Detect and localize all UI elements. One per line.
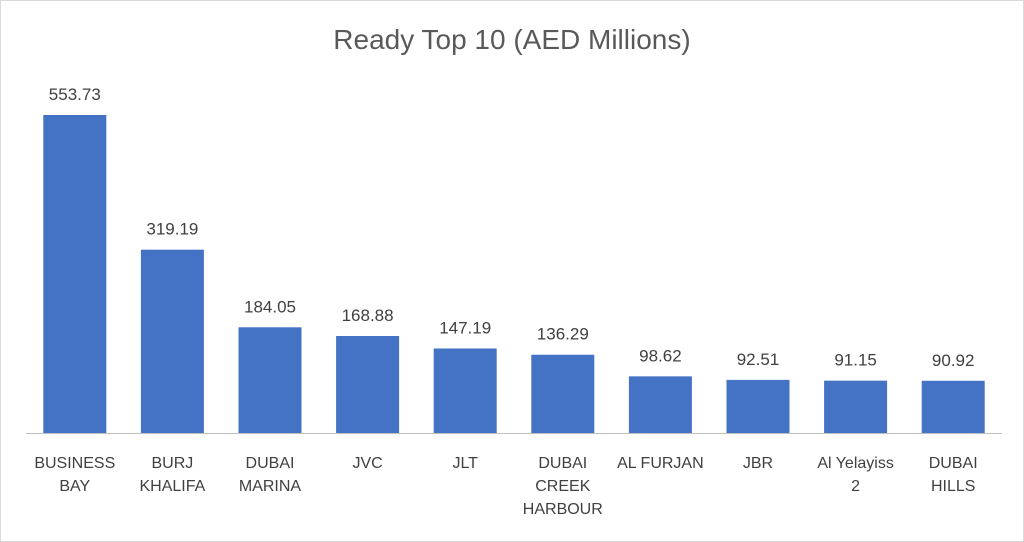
data-label: 553.73 [49,85,101,104]
value-labels-group: 553.73 319.19 184.05 168.88 147.19 136.29 98.6… [49,85,975,370]
category-label: BUSINESS [34,455,115,472]
category-label: JLT [452,455,478,472]
data-label: 98.62 [639,346,682,365]
category-label: JVC [352,455,382,472]
data-label: 91.15 [834,351,877,370]
data-label: 90.92 [932,351,975,370]
category-label: DUBAI [246,455,295,472]
category-label: HILLS [931,478,975,495]
bar [238,327,302,433]
data-label: 184.05 [244,297,296,316]
bar [43,115,107,433]
category-label: DUBAI [538,455,587,472]
bar [726,379,790,433]
category-label: DUBAI [929,455,978,472]
chart-title: Ready Top 10 (AED Millions) [333,24,691,55]
category-label: KHALIFA [139,478,205,495]
bar [628,376,692,433]
data-label: 92.51 [737,350,780,369]
category-label: BAY [59,478,90,495]
category-label: Al Yelayiss [817,455,894,472]
category-label: CREEK [535,478,590,495]
data-label: 136.29 [537,325,589,344]
bar [824,380,888,433]
data-label: 168.88 [342,306,394,325]
bar [531,354,595,433]
category-label: AL FURJAN [617,455,704,472]
category-label: BURJ [152,455,194,472]
bar [921,380,985,433]
bar [336,336,400,433]
data-label: 319.19 [146,220,198,239]
category-label: HARBOUR [523,501,603,518]
category-labels-group: BUSINESS BAY BURJ KHALIFA DUBAI MARINA JVC JLT D… [34,455,977,518]
category-label: MARINA [239,478,302,495]
bar [433,348,497,433]
category-label: 2 [851,478,860,495]
data-label: 147.19 [439,318,491,337]
bar [140,249,204,433]
bars-group [43,115,985,433]
category-label: JBR [743,455,773,472]
